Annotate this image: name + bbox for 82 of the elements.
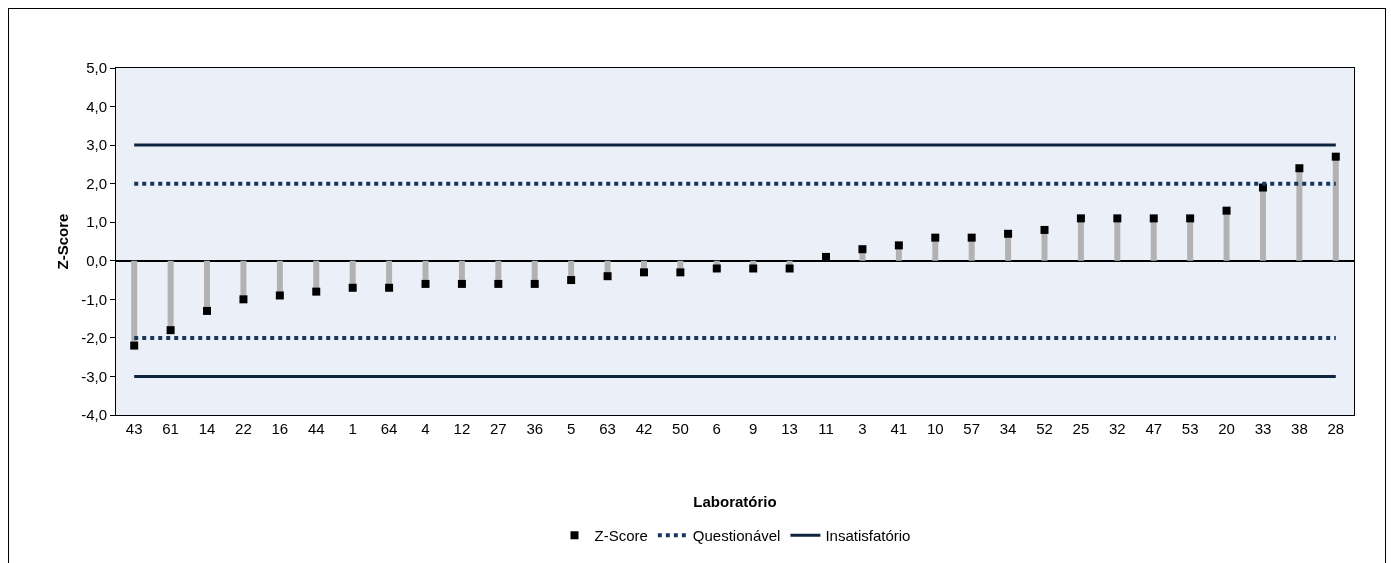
point bbox=[1222, 206, 1231, 215]
point bbox=[967, 233, 976, 242]
point bbox=[275, 291, 284, 300]
legend-label: Insatisfatório bbox=[825, 527, 911, 545]
y-tick-label: -1,0 bbox=[81, 290, 107, 308]
point bbox=[1186, 214, 1195, 223]
y-tick-label: 0,0 bbox=[86, 252, 107, 270]
point bbox=[712, 264, 721, 273]
point bbox=[603, 272, 612, 281]
y-tick-label: -3,0 bbox=[81, 367, 107, 385]
x-tick-label: 53 bbox=[1181, 420, 1199, 437]
point bbox=[567, 276, 576, 285]
point bbox=[239, 295, 248, 304]
x-tick-label: 25 bbox=[1072, 420, 1090, 437]
x-tick-label: 32 bbox=[1108, 420, 1126, 437]
point bbox=[931, 233, 940, 242]
x-tick-label: 4 bbox=[421, 420, 430, 437]
x-tick-label: 28 bbox=[1327, 420, 1345, 437]
x-tick-label: 14 bbox=[198, 420, 216, 437]
x-tick-label: 16 bbox=[271, 420, 289, 437]
x-tick-label: 1 bbox=[348, 420, 357, 437]
y-tick-label: 2,0 bbox=[86, 174, 107, 192]
y-tick-label: 3,0 bbox=[86, 136, 107, 154]
point bbox=[130, 341, 139, 350]
x-tick-label: 20 bbox=[1218, 420, 1235, 437]
point bbox=[858, 245, 867, 254]
point bbox=[676, 268, 685, 277]
x-tick-label: 57 bbox=[963, 420, 981, 437]
x-tick-label: 43 bbox=[125, 420, 143, 437]
point bbox=[1113, 214, 1122, 223]
x-tick-label: 42 bbox=[635, 420, 653, 437]
point bbox=[1149, 214, 1158, 223]
x-tick-label: 52 bbox=[1036, 420, 1053, 437]
x-tick-label: 6 bbox=[712, 420, 721, 437]
y-tick-label: 1,0 bbox=[86, 213, 107, 231]
point bbox=[421, 279, 430, 288]
point bbox=[1040, 225, 1049, 234]
x-tick-label: 3 bbox=[858, 420, 867, 437]
x-tick-label: 9 bbox=[749, 420, 758, 437]
point bbox=[785, 264, 794, 273]
x-tick-label: 50 bbox=[672, 420, 689, 437]
y-tick-label: 4,0 bbox=[86, 97, 107, 115]
legend-label: Z-Score bbox=[594, 527, 648, 545]
point bbox=[385, 283, 394, 292]
x-tick-label: 61 bbox=[162, 420, 179, 437]
x-tick-label: 41 bbox=[890, 420, 908, 437]
point bbox=[639, 268, 648, 277]
y-tick-label: -2,0 bbox=[81, 329, 107, 347]
point bbox=[1295, 164, 1304, 173]
point bbox=[1331, 152, 1340, 161]
y-axis-title: Z-Score bbox=[54, 213, 72, 270]
point bbox=[312, 287, 321, 296]
x-tick-label: 44 bbox=[307, 420, 325, 437]
x-tick-label: 12 bbox=[453, 420, 471, 437]
x-tick-label: 47 bbox=[1145, 420, 1163, 437]
point bbox=[894, 241, 903, 250]
point bbox=[494, 279, 503, 288]
x-tick-label: 36 bbox=[526, 420, 544, 437]
point bbox=[203, 306, 212, 315]
x-tick-label: 27 bbox=[489, 420, 507, 437]
x-axis-title: Laboratório bbox=[693, 493, 777, 510]
point bbox=[348, 283, 357, 292]
x-tick-label: 33 bbox=[1254, 420, 1272, 437]
point bbox=[530, 279, 539, 288]
point bbox=[822, 252, 831, 261]
point bbox=[749, 264, 758, 273]
point bbox=[1076, 214, 1085, 223]
x-tick-label: 63 bbox=[599, 420, 616, 437]
x-tick-label: 22 bbox=[235, 420, 252, 437]
legend-label: Questionável bbox=[692, 527, 781, 545]
point bbox=[166, 326, 175, 335]
x-tick-label: 13 bbox=[781, 420, 798, 437]
y-tick-label: 5,0 bbox=[86, 59, 107, 77]
x-tick-label: 34 bbox=[999, 420, 1017, 437]
x-tick-label: 10 bbox=[926, 420, 944, 437]
x-tick-label: 64 bbox=[380, 420, 398, 437]
y-tick-label: -4,0 bbox=[81, 406, 107, 424]
x-tick-label: 11 bbox=[818, 420, 834, 437]
x-tick-label: 5 bbox=[566, 420, 576, 437]
point bbox=[1004, 229, 1013, 238]
x-tick-label: 38 bbox=[1291, 420, 1308, 437]
point bbox=[457, 279, 466, 288]
